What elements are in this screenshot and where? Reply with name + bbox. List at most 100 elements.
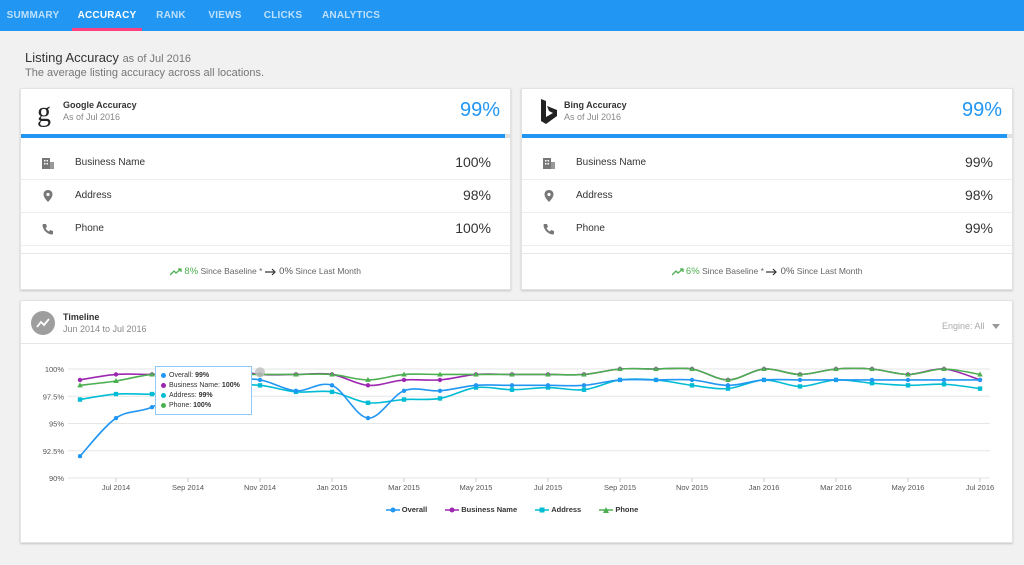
tooltip-row: Business Name: 100% [161, 381, 246, 391]
top-nav: SUMMARY ACCURACY RANK VIEWS CLICKS ANALY… [0, 0, 1024, 31]
google-accuracy-card: g Google Accuracy As of Jul 2016 99% Bus… [20, 88, 511, 290]
legend-marker-icon [535, 507, 550, 513]
card-header: g Google Accuracy As of Jul 2016 99% [21, 89, 510, 134]
chart-tooltip: Overall: 99% Business Name: 100% Address… [155, 366, 252, 415]
row-label: Phone [75, 223, 104, 234]
card-title: Google Accuracy [63, 100, 137, 110]
row-value: 99% [964, 220, 993, 236]
tooltip-value: 100% [221, 382, 240, 389]
dot-icon [161, 402, 166, 408]
legend-item-business-name[interactable]: Business Name [445, 505, 517, 514]
tooltip-row: Overall: 99% [161, 371, 246, 381]
baseline-change: 6% [685, 266, 700, 277]
location-pin-icon [544, 190, 554, 202]
month-label: Since Last Month [295, 266, 361, 276]
legend-item-overall[interactable]: Overall [385, 505, 428, 514]
google-logo-icon: g [37, 97, 51, 127]
building-icon [543, 158, 555, 169]
legend-marker-icon [445, 507, 460, 513]
legend-label: Address [551, 505, 582, 514]
trending-up-icon [169, 268, 182, 276]
legend-marker-icon [599, 507, 614, 514]
row-value: 100% [455, 220, 491, 236]
legend-label: Overall [401, 505, 428, 514]
dot-icon [161, 382, 166, 388]
card-subtitle: As of Jul 2016 [63, 112, 121, 122]
card-footer: 8% Since Baseline * 0% Since Last Month [21, 253, 510, 289]
row-label: Phone [576, 223, 605, 234]
row-label: Address [75, 190, 112, 201]
bing-accuracy-card: Bing Accuracy As of Jul 2016 99% Busines… [521, 88, 1013, 290]
tooltip-value: 99% [195, 372, 210, 379]
row-value: 98% [964, 187, 993, 203]
dot-icon [161, 392, 166, 398]
divider [21, 343, 1012, 344]
list-item: Address 98% [21, 180, 510, 213]
trending-up-icon [671, 268, 684, 276]
card-subtitle: As of Jul 2016 [564, 112, 622, 122]
asterisk: * [758, 266, 767, 276]
legend-item-address[interactable]: Address [535, 505, 581, 514]
timeline-title: Timeline [63, 312, 100, 322]
legend-marker-icon [385, 507, 400, 513]
engine-select[interactable]: Engine: All [942, 321, 1000, 331]
timeline-range: Jun 2014 to Jul 2016 [63, 324, 147, 334]
arrow-right-icon [264, 268, 276, 276]
page-description: The average listing accuracy across all … [25, 67, 265, 79]
list-item: Business Name 100% [21, 147, 510, 180]
card-footer: 6% Since Baseline * 0% Since Last Month [522, 253, 1012, 289]
chart-legend: Overall Business Name Address Phone [0, 505, 1024, 514]
list-item: Business Name 99% [522, 147, 1012, 180]
tooltip-label: Business Name: [169, 382, 220, 389]
page-title: Listing Accuracy as of Jul 2016 [25, 50, 191, 65]
tab-accuracy[interactable]: ACCURACY [72, 0, 142, 31]
card-header: Bing Accuracy As of Jul 2016 99% [522, 89, 1012, 134]
list-item: Phone 100% [21, 213, 510, 246]
asterisk: * [256, 266, 265, 276]
dot-icon [161, 372, 166, 378]
tab-clicks[interactable]: CLICKS [263, 10, 303, 21]
tab-analytics[interactable]: ANALYTICS [322, 10, 381, 21]
tab-summary[interactable]: SUMMARY [6, 10, 60, 21]
svg-text:g: g [37, 97, 51, 127]
chevron-down-icon [992, 323, 1000, 329]
bing-logo-icon [541, 99, 557, 124]
phone-icon [543, 224, 554, 235]
list-item: Address 98% [522, 180, 1012, 213]
card-total: 99% [459, 99, 500, 121]
building-icon [42, 158, 54, 169]
timeline-icon [31, 311, 55, 335]
row-value: 100% [455, 154, 491, 170]
row-label: Business Name [576, 157, 647, 168]
engine-select-value: Engine: All [941, 321, 985, 331]
legend-label: Phone [615, 505, 639, 514]
phone-icon [42, 224, 53, 235]
baseline-label: Since Baseline [702, 266, 759, 276]
row-label: Business Name [75, 157, 146, 168]
tooltip-label: Address: [169, 392, 197, 399]
baseline-label: Since Baseline [200, 266, 257, 276]
tab-views[interactable]: VIEWS [208, 10, 242, 21]
row-label: Address [576, 190, 613, 201]
progress-bar [522, 134, 1008, 138]
tab-rank[interactable]: RANK [156, 10, 186, 21]
month-label: Since Last Month [796, 266, 863, 276]
arrow-right-icon [766, 268, 778, 276]
card-title: Bing Accuracy [564, 100, 627, 110]
progress-bar [21, 134, 506, 138]
list-item: Phone 99% [522, 213, 1012, 246]
tooltip-label: Overall: [169, 372, 194, 379]
baseline-change: 8% [184, 266, 199, 277]
card-total: 99% [961, 99, 1002, 121]
page-title-text: Listing Accuracy [25, 50, 119, 65]
tooltip-value: 100% [193, 402, 212, 409]
row-value: 98% [462, 187, 491, 203]
month-change: 0% [279, 266, 293, 277]
location-pin-icon [43, 190, 53, 202]
tooltip-label: Phone: [169, 402, 192, 409]
month-change: 0% [780, 266, 795, 277]
tooltip-row: Phone: 100% [161, 401, 246, 411]
page-title-as-of: as of Jul 2016 [122, 53, 192, 65]
legend-item-phone[interactable]: Phone [599, 505, 638, 514]
row-value: 99% [964, 154, 993, 170]
